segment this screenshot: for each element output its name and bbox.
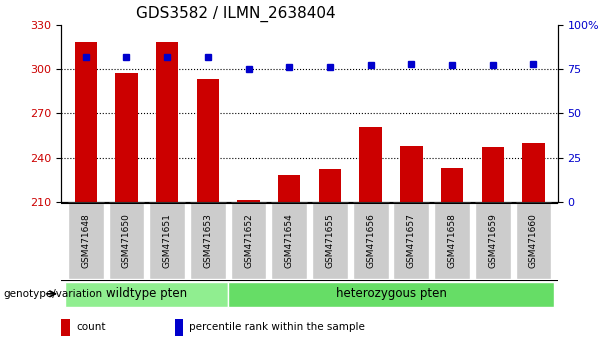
Bar <box>175 319 183 336</box>
Bar <box>278 175 300 202</box>
Bar <box>482 147 504 202</box>
Bar <box>61 319 70 336</box>
Text: GSM471648: GSM471648 <box>81 213 90 268</box>
Bar <box>75 42 97 202</box>
Text: GSM471660: GSM471660 <box>529 213 538 268</box>
FancyBboxPatch shape <box>66 282 228 307</box>
FancyBboxPatch shape <box>230 203 267 279</box>
FancyBboxPatch shape <box>149 203 185 279</box>
Bar <box>319 169 341 202</box>
Text: percentile rank within the sample: percentile rank within the sample <box>189 322 365 332</box>
Text: GSM471659: GSM471659 <box>488 213 497 268</box>
Text: GSM471650: GSM471650 <box>122 213 131 268</box>
FancyBboxPatch shape <box>68 203 104 279</box>
Text: GSM471652: GSM471652 <box>244 213 253 268</box>
FancyBboxPatch shape <box>475 203 511 279</box>
FancyBboxPatch shape <box>312 203 348 279</box>
Text: GSM471658: GSM471658 <box>447 213 457 268</box>
Text: GDS3582 / ILMN_2638404: GDS3582 / ILMN_2638404 <box>136 6 335 22</box>
Text: GSM471656: GSM471656 <box>366 213 375 268</box>
Text: wildtype pten: wildtype pten <box>106 287 188 300</box>
Text: count: count <box>76 322 105 332</box>
FancyBboxPatch shape <box>190 203 226 279</box>
Bar <box>197 79 219 202</box>
FancyBboxPatch shape <box>394 203 429 279</box>
Bar <box>522 143 544 202</box>
Bar <box>441 168 463 202</box>
Bar <box>400 146 422 202</box>
FancyBboxPatch shape <box>109 203 144 279</box>
Text: GSM471655: GSM471655 <box>326 213 335 268</box>
Text: GSM471657: GSM471657 <box>407 213 416 268</box>
FancyBboxPatch shape <box>352 203 389 279</box>
Text: heterozygous pten: heterozygous pten <box>335 287 446 300</box>
Text: GSM471653: GSM471653 <box>204 213 212 268</box>
Text: GSM471651: GSM471651 <box>162 213 172 268</box>
Text: genotype/variation: genotype/variation <box>3 289 102 299</box>
FancyBboxPatch shape <box>516 203 551 279</box>
Bar <box>237 200 260 202</box>
Bar <box>359 127 382 202</box>
FancyBboxPatch shape <box>228 282 554 307</box>
Text: GSM471654: GSM471654 <box>284 213 294 268</box>
Bar <box>115 74 137 202</box>
FancyBboxPatch shape <box>272 203 307 279</box>
FancyBboxPatch shape <box>434 203 470 279</box>
Bar <box>156 42 178 202</box>
